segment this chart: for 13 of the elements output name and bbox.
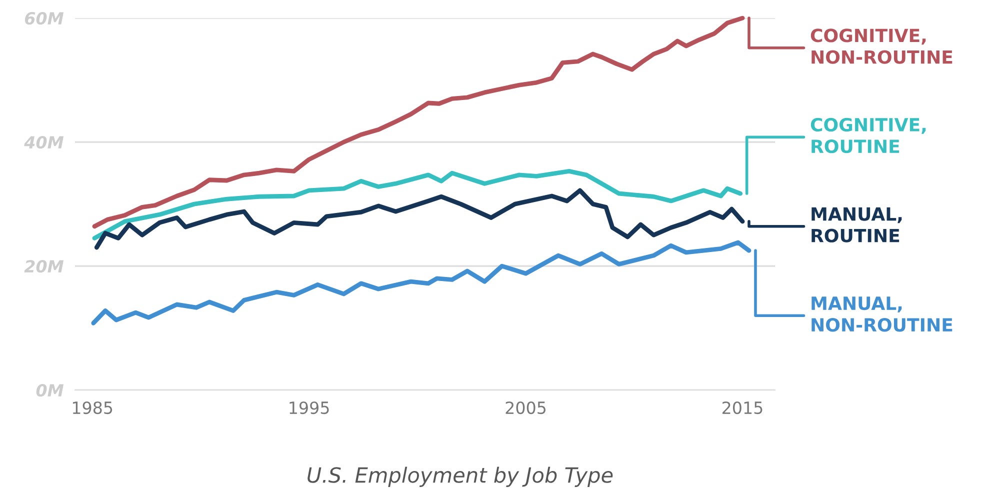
- line-series: [92, 168, 743, 240]
- text: COGNITIVE, ROUTINE: [810, 118, 926, 154]
- legend-label: MANUAL, ROUTINE: [812, 207, 902, 242]
- x-tick-label: 2005: [506, 401, 546, 414]
- x-tick-label: 1985: [72, 401, 112, 414]
- text: U.S. Employment by Job Type: [308, 466, 613, 487]
- line-series: [92, 16, 745, 229]
- legend-label: COGNITIVE, NON-ROUTINE: [810, 28, 952, 64]
- text: MANUAL, NON-ROUTINE: [812, 296, 952, 332]
- x-tick-label: 2015: [722, 401, 762, 414]
- x-tick-label: 1995: [290, 401, 329, 414]
- line-series: [94, 188, 745, 250]
- line-series: [91, 240, 752, 326]
